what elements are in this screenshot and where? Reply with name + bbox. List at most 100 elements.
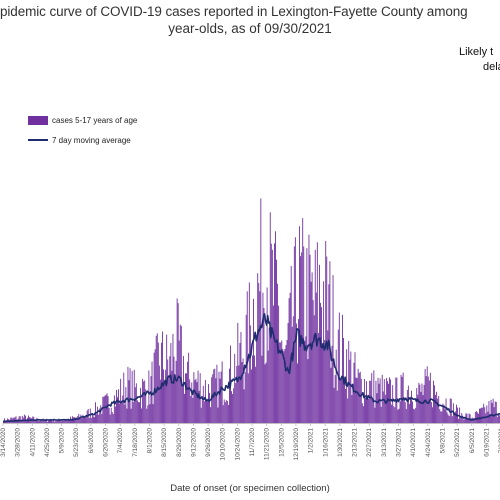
case-bar	[410, 396, 411, 423]
case-bar	[316, 242, 318, 423]
case-bar	[422, 395, 424, 423]
moving-average-line	[2, 313, 500, 423]
case-bar	[81, 418, 83, 423]
case-bar	[180, 326, 182, 423]
case-bar	[435, 394, 437, 423]
case-bar	[429, 372, 431, 423]
case-bar	[366, 381, 367, 423]
case-bar	[229, 368, 230, 423]
case-bar	[139, 402, 140, 423]
case-bar	[178, 340, 180, 423]
case-bar	[261, 355, 263, 423]
case-bar	[200, 407, 202, 423]
case-bar	[122, 395, 124, 423]
case-bar	[278, 305, 280, 423]
case-bar	[44, 419, 46, 423]
case-bar	[419, 384, 421, 423]
x-tick-label: 5/23/2020	[73, 428, 80, 457]
case-bar	[67, 418, 69, 423]
case-bar	[11, 417, 13, 423]
case-bar	[102, 396, 104, 423]
case-bar	[43, 419, 45, 423]
case-bar	[38, 421, 40, 423]
case-bar	[492, 398, 494, 423]
case-bar	[257, 273, 259, 423]
case-bar	[37, 420, 39, 423]
case-bar	[211, 377, 213, 423]
case-bar	[407, 385, 409, 423]
case-bar	[148, 370, 150, 423]
case-bar	[212, 374, 214, 423]
case-bar	[41, 420, 43, 423]
case-bar	[52, 421, 54, 423]
case-bar	[201, 395, 203, 423]
case-bar	[306, 248, 308, 423]
case-bar	[254, 355, 256, 423]
case-bar	[370, 380, 372, 423]
case-bar	[111, 412, 113, 423]
chart-title-line-1: pidemic curve of COVID-19 cases reported…	[0, 4, 468, 19]
case-bar	[388, 383, 389, 423]
x-tick-label: 7/3/2021	[498, 428, 500, 454]
case-bar	[295, 323, 297, 423]
case-bar	[84, 416, 86, 423]
case-bar	[424, 369, 426, 423]
case-bar	[47, 420, 49, 423]
case-bar	[344, 383, 345, 423]
case-bar	[498, 415, 500, 423]
case-bar	[187, 361, 189, 423]
case-bar	[489, 413, 491, 423]
case-bar	[59, 420, 61, 423]
case-bar	[331, 345, 333, 423]
case-bar	[464, 418, 466, 423]
case-bar	[305, 336, 307, 423]
case-bar	[151, 361, 153, 423]
case-bar	[184, 393, 185, 423]
case-bar	[223, 399, 225, 423]
x-tick-label: 5/9/2020	[59, 428, 66, 454]
case-bar	[427, 376, 429, 423]
case-bar	[175, 360, 177, 423]
case-bar	[368, 398, 370, 423]
case-bar	[217, 407, 219, 423]
case-bar	[191, 382, 193, 423]
case-bar	[91, 413, 93, 423]
case-bar	[221, 361, 223, 423]
x-tick-label: 5/22/2021	[454, 428, 461, 457]
case-bar	[123, 372, 125, 423]
case-bar	[227, 404, 229, 423]
case-bar	[62, 420, 64, 423]
case-bar	[132, 402, 134, 423]
case-bar	[171, 370, 173, 423]
x-tick-label: 7/18/2020	[132, 428, 139, 457]
case-bar	[309, 254, 311, 423]
x-axis-label: Date of onset (or specimen collection)	[170, 483, 330, 494]
case-bar	[182, 355, 184, 423]
case-bar	[116, 389, 117, 423]
case-bar	[56, 420, 58, 423]
case-bar	[97, 406, 99, 423]
case-bar	[66, 419, 68, 423]
case-bar	[92, 416, 94, 423]
case-bar	[143, 381, 145, 423]
case-bar	[79, 417, 81, 423]
case-bar	[90, 417, 92, 423]
case-bar	[431, 407, 433, 423]
case-bar	[177, 303, 179, 423]
case-bar	[137, 401, 139, 423]
case-bar	[437, 398, 439, 423]
case-bar	[196, 382, 198, 423]
case-bar	[313, 315, 315, 423]
case-bar	[20, 420, 22, 423]
case-bar	[173, 356, 175, 423]
case-bar	[322, 343, 324, 423]
case-bar	[174, 374, 176, 423]
case-bar	[129, 368, 131, 423]
case-bar	[142, 378, 144, 423]
case-bar	[315, 292, 317, 423]
x-tick-label: 11/21/2020	[264, 428, 271, 460]
case-bar	[440, 411, 442, 423]
case-bar	[476, 412, 478, 423]
case-bar	[233, 388, 235, 423]
case-bar	[118, 389, 119, 423]
